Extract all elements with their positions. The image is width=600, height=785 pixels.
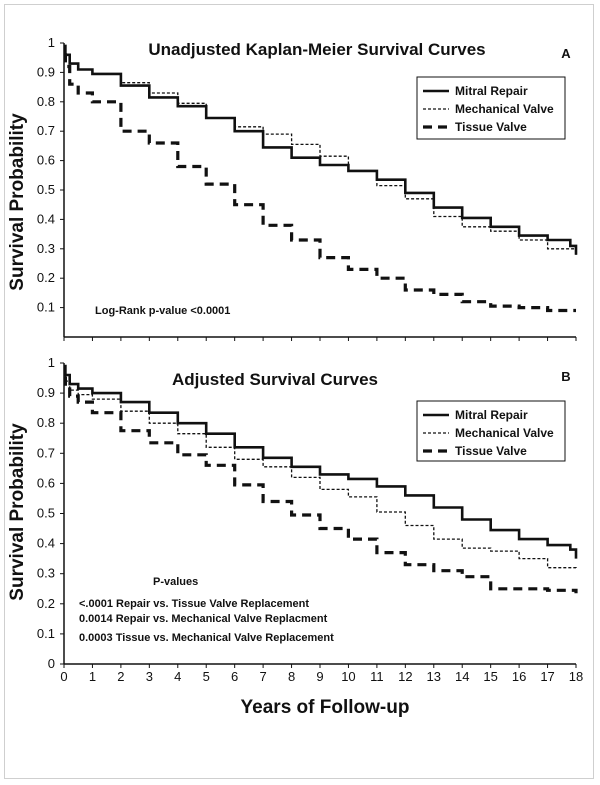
panel-b-series-mechanical-valve [64,371,577,570]
panel-b-series-tissue-valve [63,376,578,594]
panel-b-letter: B [561,369,570,384]
panel-a-ytick-label: 0.2 [37,270,55,285]
panel-a-series-mitral-repair [64,44,578,255]
panel-b-legend-label-tissue-valve: Tissue Valve [455,444,527,458]
panel-b-ytick-label: 0.8 [37,415,55,430]
panel-b-title: Adjusted Survival Curves [172,370,378,389]
panel-a-ytick-label: 0.1 [37,300,55,315]
panel-b-xtick-label: 2 [117,669,124,684]
panel-b-xtick-label: 14 [455,669,469,684]
panel-b-ytick-label: 1 [48,355,55,370]
panel-b-ytick-label: 0.2 [37,596,55,611]
panel-a-legend-label-tissue-valve: Tissue Valve [455,120,527,134]
panel-b-xtick-label: 5 [203,669,210,684]
panel-b-xtick-label: 1 [89,669,96,684]
panel-a-title: Unadjusted Kaplan-Meier Survival Curves [148,40,485,59]
panel-b-ytick-label: 0.3 [37,566,55,581]
panel-b-xtick-label: 11 [370,669,384,684]
panel-b-annotation-tissue-mechanical: 0.0003 Tissue vs. Mechanical Valve Repla… [79,632,334,644]
panel-a-ytick-label: 0.7 [37,123,55,138]
panel-a-ytick-label: 1 [48,35,55,50]
panel-b-annotation-pvalues: P-values [153,576,198,588]
panel-b-xtick-label: 9 [316,669,323,684]
panel-a-ytick-label: 0.9 [37,64,55,79]
panel-b-xtick-label: 18 [569,669,583,684]
panel-a-legend-label-mitral-repair: Mitral Repair [455,84,528,98]
panel-b-xtick-label: 10 [341,669,355,684]
panel-b-xtick-label: 17 [540,669,554,684]
panel-b-annotation-repair-mechanical: 0.0014 Repair vs. Mechanical Valve Repla… [79,613,328,625]
panel-b-ylabel: Survival Probability [7,423,28,601]
panel-a-ytick-label: 0.8 [37,94,55,109]
panel-b-ytick-label: 0 [48,656,55,671]
panel-b-annotation-repair-tissue: <.0001 Repair vs. Tissue Valve Replaceme… [79,598,309,610]
panel-a-ytick-label: 0.6 [37,153,55,168]
panel-b-ytick-label: 0.9 [37,385,55,400]
figure-frame [4,4,594,779]
panel-b-xtick-label: 13 [427,669,441,684]
panel-b-xtick-label: 6 [231,669,238,684]
panel-a-ytick-label: 0.3 [37,241,55,256]
panel-a-series-mechanical-valve [64,45,577,255]
panel-b-xtick-label: 0 [60,669,67,684]
panel-b-ytick-label: 0.1 [37,626,55,641]
panel-b-xtick-label: 4 [174,669,181,684]
panel-a-legend-label-mechanical-valve: Mechanical Valve [455,102,554,116]
panel-b-ytick-label: 0.6 [37,475,55,490]
panel-b-xtick-label: 3 [146,669,153,684]
panel-a-annotation-logrank: Log-Rank p-value <0.0001 [95,305,230,317]
panel-a-series-tissue-valve [63,53,576,313]
panel-b-ytick-label: 0.7 [37,445,55,460]
panel-a-ytick-label: 0.4 [37,211,55,226]
panel-b-xtick-label: 12 [398,669,412,684]
panel-a-ylabel: Survival Probability [7,113,28,291]
panel-b-xtick-label: 7 [259,669,266,684]
panel-a-letter: A [561,46,571,61]
panel-b-ytick-label: 0.5 [37,506,55,521]
panel-b-xtick-label: 15 [483,669,497,684]
panel-b-ytick-label: 0.4 [37,536,55,551]
panel-a-legend-box [416,76,566,140]
panel-b-legend-label-mitral-repair: Mitral Repair [455,408,528,422]
panel-a-ytick-label: 0.5 [37,182,55,197]
panel-b-legend-label-mechanical-valve: Mechanical Valve [455,426,554,440]
x-axis-label: Years of Follow-up [241,697,410,718]
panel-b-xtick-label: 16 [512,669,526,684]
panel-b-xtick-label: 8 [288,669,295,684]
